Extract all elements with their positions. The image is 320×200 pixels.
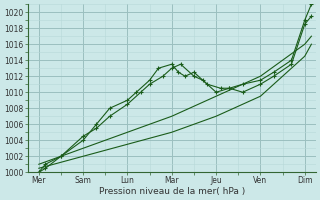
X-axis label: Pression niveau de la mer( hPa ): Pression niveau de la mer( hPa )	[99, 187, 245, 196]
